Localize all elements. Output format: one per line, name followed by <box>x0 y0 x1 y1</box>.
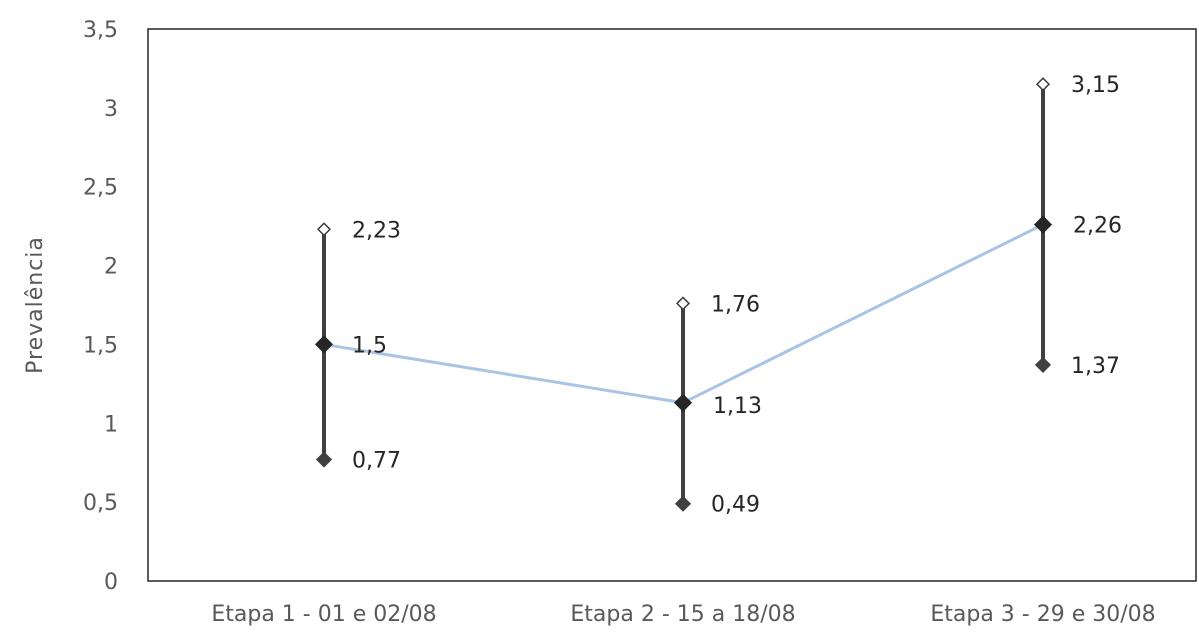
x-tick-label: Etapa 1 - 01 e 02/08 <box>211 602 436 627</box>
y-tick-label: 2 <box>104 255 118 280</box>
upper-bound-marker <box>675 296 691 311</box>
y-axis-title: Prevalência <box>23 236 48 374</box>
data-label: 1,5 <box>352 333 387 358</box>
x-axis-ticks: Etapa 1 - 01 e 02/08 Etapa 2 - 15 a 18/08… <box>211 602 1155 627</box>
y-tick-label: 1,5 <box>83 333 118 358</box>
data-label: 1,13 <box>713 394 762 419</box>
x-tick-label: Etapa 2 - 15 a 18/08 <box>570 602 795 627</box>
lower-bound-marker <box>315 451 333 468</box>
series-group: 1,5 2,23 0,77 1,13 1,76 0,49 2,26 3,15 1,37 <box>314 73 1122 518</box>
lower-bound-marker <box>1034 356 1052 373</box>
plot-frame <box>147 28 1197 582</box>
y-tick-label: 1 <box>104 412 118 437</box>
series-point <box>1033 215 1053 234</box>
y-tick-label: 3 <box>104 97 118 122</box>
y-tick-label: 0,5 <box>83 491 118 516</box>
lower-bound-marker <box>674 495 692 512</box>
upper-bound-label: 1,76 <box>711 292 760 317</box>
lower-bound-label: 0,77 <box>352 449 401 474</box>
upper-bound-label: 3,15 <box>1071 73 1120 98</box>
upper-bound-marker <box>316 222 332 237</box>
upper-bound-marker <box>1035 77 1051 92</box>
data-label: 2,26 <box>1073 214 1122 239</box>
y-axis-ticks: 0 0,5 1 1,5 2 2,5 3 3,5 <box>83 18 118 595</box>
lower-bound-label: 1,37 <box>1071 354 1120 379</box>
series-point <box>673 393 693 412</box>
lower-bound-label: 0,49 <box>711 493 760 518</box>
y-tick-label: 0 <box>104 570 118 595</box>
x-tick-label: Etapa 3 - 29 e 30/08 <box>930 602 1155 627</box>
series-point <box>314 335 334 354</box>
y-tick-label: 2,5 <box>83 176 118 201</box>
y-tick-label: 3,5 <box>83 18 118 43</box>
upper-bound-label: 2,23 <box>352 218 401 243</box>
